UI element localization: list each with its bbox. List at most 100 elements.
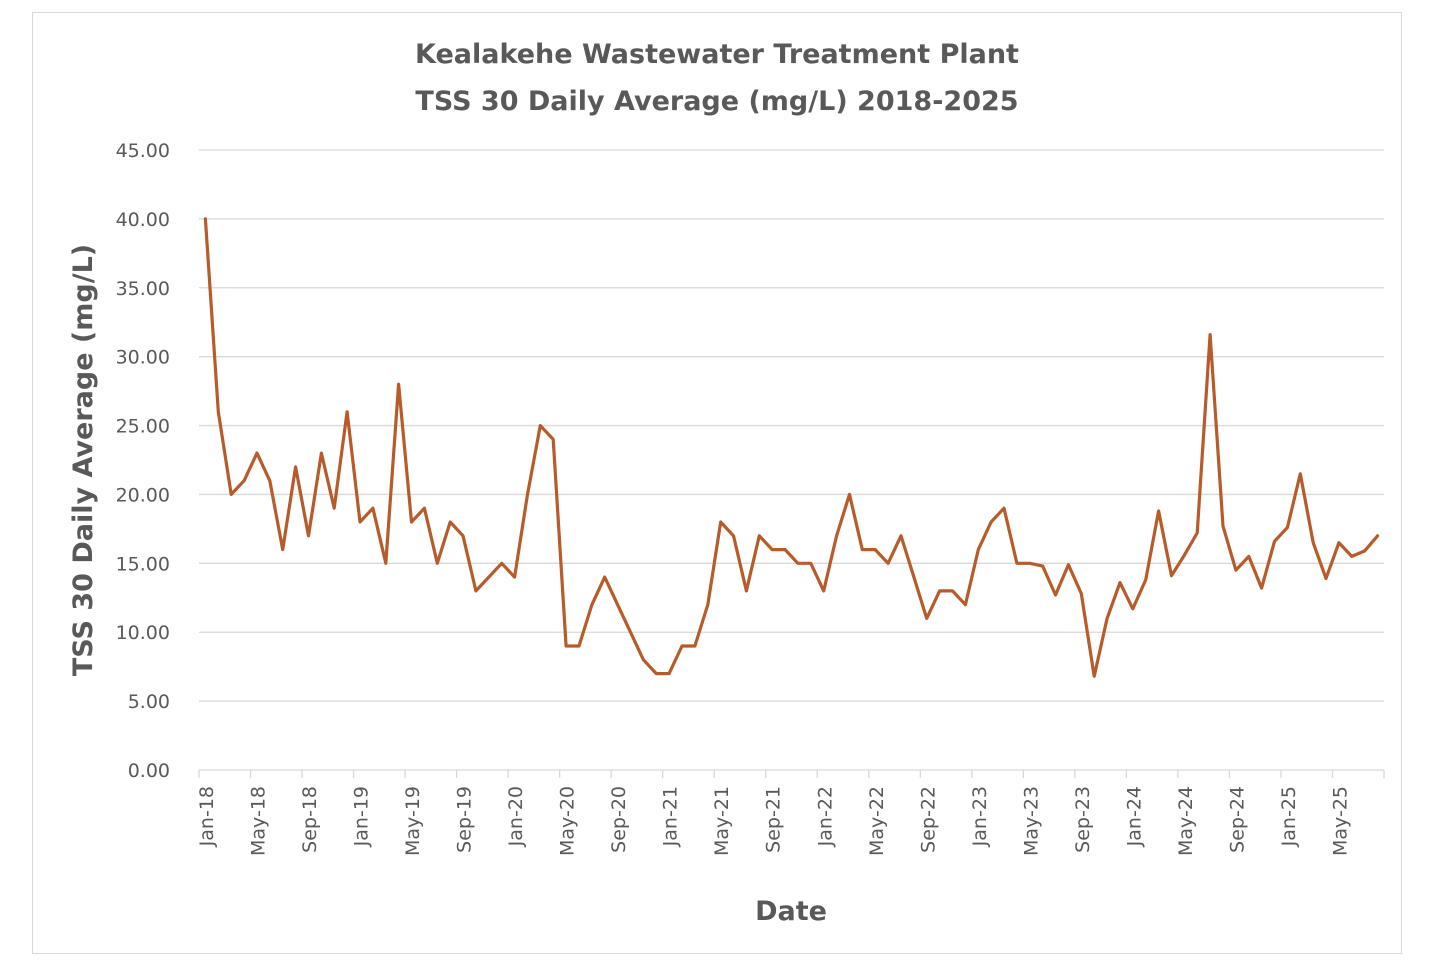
- data-point: [345, 410, 349, 413]
- gridlines: [199, 149, 1384, 702]
- data-point: [835, 534, 838, 537]
- x-tick-label: Jan-22: [814, 786, 836, 847]
- data-point: [1041, 564, 1044, 568]
- data-point: [1028, 562, 1032, 565]
- data-point: [384, 562, 387, 565]
- data-point: [1131, 607, 1135, 610]
- data-point: [461, 534, 465, 537]
- data-point: [706, 603, 709, 606]
- data-point: [732, 534, 735, 537]
- x-tick-label: May-21: [711, 786, 733, 856]
- y-tick-label: 5.00: [128, 691, 170, 713]
- x-tick-label: Jan-20: [505, 786, 527, 847]
- data-point: [1350, 555, 1354, 558]
- data-point: [989, 520, 993, 524]
- data-point: [500, 562, 503, 565]
- data-point: [552, 438, 555, 441]
- data-point: [1093, 675, 1096, 678]
- data-point: [397, 383, 400, 386]
- x-tick-label: Sep-23: [1072, 786, 1094, 853]
- data-point: [848, 493, 851, 496]
- x-tick-label: Sep-20: [608, 786, 630, 853]
- data-point: [1015, 562, 1019, 565]
- data-point: [1080, 592, 1083, 595]
- data-point: [655, 672, 658, 675]
- data-point: [938, 589, 941, 593]
- data-point: [977, 548, 980, 551]
- data-point: [1337, 541, 1341, 544]
- data-point: [745, 589, 748, 593]
- data-point: [294, 465, 297, 469]
- data-point: [320, 451, 323, 455]
- x-tick-label: Jan-24: [1123, 786, 1145, 847]
- x-tick-label: May-23: [1020, 786, 1042, 856]
- x-axis: Jan-18 May-18 Sep-18 Jan-19 May-19 Sep-19 Jan-…: [196, 769, 1385, 856]
- y-tick-label: 25.00: [116, 416, 170, 438]
- data-point: [1221, 524, 1225, 528]
- x-tick-label: Jan-25: [1278, 786, 1300, 847]
- x-tick-label: Sep-19: [454, 786, 476, 853]
- data-point: [1105, 617, 1109, 620]
- data-point: [1299, 472, 1302, 475]
- data-point: [886, 562, 890, 565]
- data-point: [333, 507, 336, 510]
- data-point: [642, 658, 645, 661]
- data-point: [719, 520, 722, 524]
- data-point: [1144, 578, 1147, 582]
- data-point: [1260, 586, 1263, 590]
- data-point: [242, 479, 246, 482]
- y-tick-label: 15.00: [116, 553, 170, 575]
- data-point: [616, 603, 619, 606]
- data-point: [204, 217, 207, 221]
- data-point: [1286, 526, 1289, 529]
- data-point: [590, 603, 594, 606]
- data-point: [1157, 509, 1160, 513]
- data-point: [899, 534, 903, 537]
- x-tick-label: Sep-24: [1226, 786, 1248, 853]
- data-point: [371, 507, 375, 510]
- y-tick-label: 10.00: [116, 622, 170, 644]
- data-point: [1376, 534, 1379, 537]
- data-point: [783, 548, 787, 551]
- data-point: [436, 562, 439, 565]
- data-point: [680, 644, 684, 648]
- data-point: [1324, 577, 1328, 580]
- x-tick-label: May-18: [248, 786, 270, 856]
- data-point: [693, 644, 697, 648]
- data-point: [255, 451, 259, 455]
- x-tick-label: Sep-18: [299, 786, 321, 853]
- x-tick-label: Jan-21: [660, 786, 682, 847]
- data-point: [964, 603, 967, 606]
- data-point: [1183, 553, 1186, 557]
- data-point: [1363, 549, 1366, 553]
- chart-title-line-2: TSS 30 Daily Average (mg/L) 2018-2025: [415, 86, 1018, 117]
- data-point: [513, 575, 516, 579]
- data-point: [861, 548, 864, 551]
- data-point: [667, 672, 671, 675]
- x-tick-label: May-24: [1175, 786, 1197, 856]
- data-point: [410, 520, 413, 524]
- y-tick-label: 35.00: [116, 278, 170, 300]
- y-tick-label: 30.00: [116, 347, 170, 369]
- y-tick-label: 20.00: [116, 484, 170, 506]
- series-line: [203, 217, 1380, 678]
- data-point: [577, 644, 581, 648]
- y-axis-title: TSS 30 Daily Average (mg/L): [68, 244, 99, 676]
- data-point: [603, 575, 606, 579]
- data-point: [771, 548, 774, 551]
- data-point: [487, 575, 490, 579]
- x-tick-label: May-19: [402, 786, 424, 856]
- x-tick-label: Sep-21: [763, 786, 785, 853]
- data-point: [526, 493, 529, 496]
- data-point: [307, 534, 310, 537]
- data-point: [217, 410, 220, 413]
- data-point: [822, 589, 825, 593]
- data-point: [951, 589, 954, 593]
- data-point: [474, 589, 478, 593]
- data-point: [1312, 541, 1315, 544]
- data-point: [629, 631, 632, 634]
- series-group: [203, 217, 1380, 678]
- x-tick-label: Jan-18: [196, 786, 218, 847]
- data-point: [809, 562, 812, 565]
- chart-frame: [32, 12, 1402, 954]
